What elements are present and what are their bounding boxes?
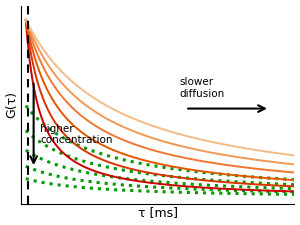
Y-axis label: G(τ): G(τ) — [6, 91, 19, 118]
X-axis label: τ [ms]: τ [ms] — [138, 207, 178, 219]
Text: slower
diffusion: slower diffusion — [180, 77, 225, 99]
Text: higher
concentration: higher concentration — [40, 124, 113, 145]
